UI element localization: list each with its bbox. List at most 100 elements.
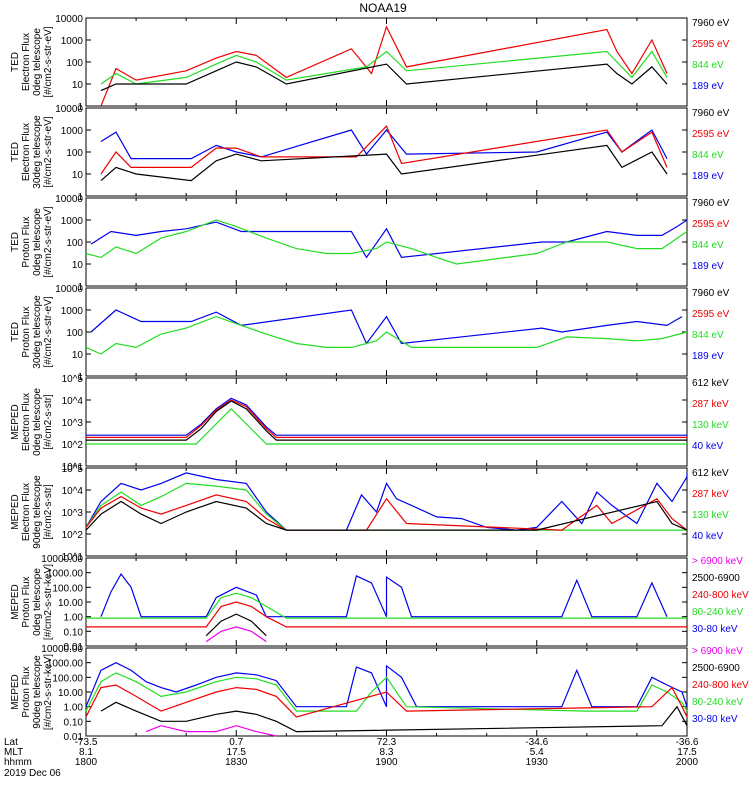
footer-tick-hhmm: 1900 [375,757,398,768]
y-tick-label: 10^2 [62,440,84,451]
y-tick-label: 10^4 [62,396,84,407]
legend-entry: 287 keV [692,399,729,410]
y-tick-label: 100.00 [52,583,83,594]
y-tick-label: 1 [77,282,83,293]
y-axis-label-line: TED [10,52,21,72]
y-axis-label-line: 90deg telescope [32,475,43,549]
footer-tick-lat: -73.5 [75,737,98,748]
legend-entry: 80-240 keV [692,607,743,618]
panel-frame [85,107,688,197]
y-tick-label: 10 [72,80,84,91]
legend-entry: 40 keV [692,441,723,452]
y-axis-label-line: Proton Flux [21,666,32,717]
legend-entry: 189 eV [692,171,724,182]
y-axis-label-line: MEPED [10,584,21,620]
y-tick-label: 0.10 [64,627,84,638]
y-tick-label: 10000 [55,194,83,205]
y-tick-label: 10 [72,170,84,181]
y-tick-label: 0.10 [64,717,84,728]
legend-entry: 2500-6900 [692,573,740,584]
series-green-line [100,50,668,85]
panel-3: 10000 1000 100 10 1 TED Proton Flux 0deg telesc… [10,194,730,293]
legend-entry: 2595 eV [692,309,730,320]
legend-entry: 2595 eV [692,129,730,140]
footer-tick-hhmm: 1800 [75,757,98,768]
legend-entry: > 6900 keV [692,646,743,657]
series-green-line [86,592,687,619]
series-black-line [205,613,267,637]
y-tick-label: 10000 [55,14,83,25]
footer-tick-lat: -34.6 [525,737,548,748]
y-tick-label: 10^3 [62,418,84,429]
y-axis-label-line: 30deg telescope [32,115,43,189]
y-tick-label: 1.00 [64,613,84,624]
legend-entry: 130 keV [692,420,729,431]
series-blue-line [85,472,688,531]
y-tick-label: 0.01 [64,642,84,653]
y-tick-label: 1.00 [64,703,84,714]
footer-row-label: MLT [4,747,23,758]
y-axis-label-line: MEPED [10,494,21,530]
y-tick-label: 1000 [61,306,84,317]
footer-tick-lat: -36.6 [676,737,699,748]
series-blue-line [90,219,688,259]
legend-entry: 7960 eV [692,108,730,119]
legend-entry: 844 eV [692,150,724,161]
footer-date: 2019 Dec 06 [4,768,61,779]
y-tick-label: 10^2 [62,530,84,541]
series-black-line [100,61,668,92]
legend-entry: 7960 eV [692,198,730,209]
y-tick-label: 10000.00 [41,644,83,655]
y-tick-label: 1000 [61,126,84,137]
legend-entry: 844 eV [692,330,724,341]
legend-entry: 240-800 keV [692,590,749,601]
y-axis-label-line: 30deg telescope [32,295,43,369]
panel-5: 10^5 10^4 10^3 10^2 10^1 MEPED Electron Flux 0d… [10,374,729,473]
y-tick-label: 10^3 [62,508,84,519]
legend-entry: 189 eV [692,351,724,362]
series-black-line [100,144,668,182]
legend-entry: 2595 eV [692,219,730,230]
legend-entry: 7960 eV [692,288,730,299]
y-axis-label-line: TED [10,232,21,252]
footer-tick-mlt: 8.3 [380,747,394,758]
series-blue-line [86,397,687,436]
legend-entry: 2595 eV [692,39,730,50]
y-axis-label-line: Electron Flux [21,483,32,541]
legend-entry: 80-240 keV [692,697,743,708]
y-axis-label-line: [#/cm2-s-str] [43,394,54,450]
y-axis-label-line: 0deg telescope [32,568,43,636]
series-red-line [85,494,688,531]
y-tick-label: 10 [72,260,84,271]
legend-entry: 844 eV [692,240,724,251]
y-tick-label: 0.01 [64,732,84,743]
y-axis-label-line: Proton Flux [21,306,32,357]
y-axis-label-line: MEPED [10,674,21,710]
legend-entry: 189 eV [692,261,724,272]
legend-entry: 7960 eV [692,18,730,29]
legend-entry: 844 eV [692,60,724,71]
figure-title: NOAA19 [359,1,407,15]
panel-7: 10000.00 1000.00 100.00 10.00 1.00 0.10 0.01 ME… [10,554,749,653]
series-red-line [86,601,687,628]
legend-entry: 612 keV [692,378,729,389]
y-axis-label-line: [#/cm2-s-str] [43,484,54,540]
y-axis-label-line: [#/cm2-s-str-keV] [43,564,54,640]
legend-entry: > 6900 keV [692,556,743,567]
y-tick-label: 100 [66,148,83,159]
y-axis-label-line: 0deg telescope [32,28,43,96]
y-tick-label: 100 [66,328,83,339]
y-axis-label-line: [#/cm2-s-str-eV] [43,206,54,277]
panel-2: 10000 1000 100 10 1 TED Electron Flux 30deg tel… [10,104,730,203]
y-axis-label-line: 90deg telescope [32,655,43,729]
y-tick-label: 10^5 [62,374,84,385]
series-magenta-line [205,626,267,643]
y-tick-label: 10.00 [58,688,83,699]
y-axis-label-line: TED [10,142,21,162]
y-tick-label: 10 [72,350,84,361]
legend-entry: 30-80 keV [692,714,738,725]
series-green-line [86,407,687,445]
y-tick-label: 10000 [55,104,83,115]
y-axis-label-line: Electron Flux [21,33,32,91]
